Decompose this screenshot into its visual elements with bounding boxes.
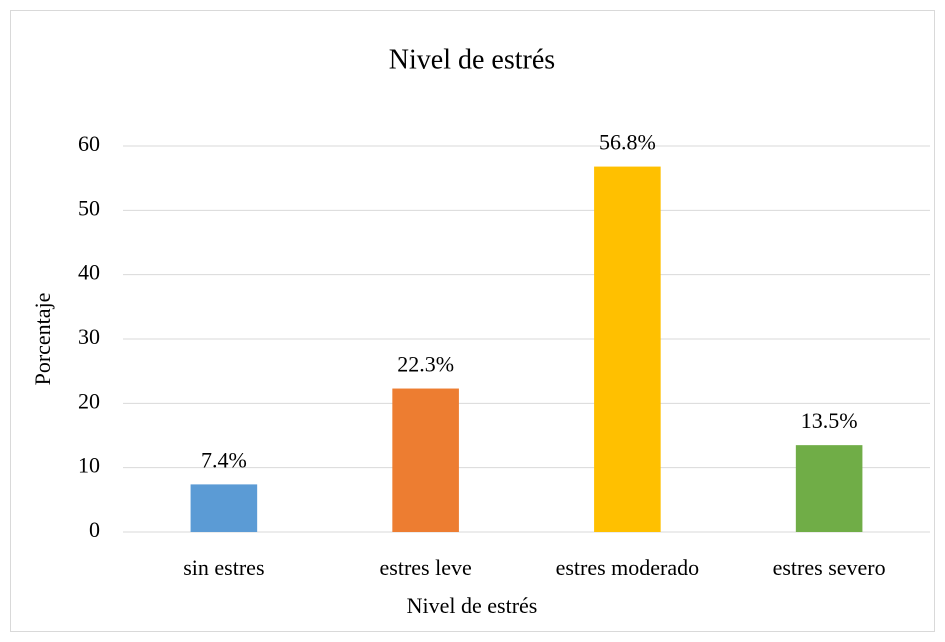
y-tick-label: 10 <box>78 453 100 478</box>
chart-title: Nivel de estrés <box>389 44 555 75</box>
y-tick-label: 60 <box>78 131 100 156</box>
y-tick-label: 20 <box>78 388 100 413</box>
bar <box>795 445 863 532</box>
y-tick-label: 50 <box>78 195 100 220</box>
chart-frame <box>10 10 935 632</box>
x-tick-label: estres severo <box>773 555 886 580</box>
x-axis-label: Nivel de estrés <box>407 593 538 618</box>
y-axis-label: Porcentaje <box>30 293 55 386</box>
y-tick-label: 40 <box>78 260 100 285</box>
bar <box>594 166 661 532</box>
x-tick-label: sin estres <box>183 555 264 580</box>
bar <box>392 388 459 532</box>
y-tick-label: 30 <box>78 324 100 349</box>
x-tick-label: estres leve <box>380 555 472 580</box>
data-label: 13.5% <box>801 408 858 433</box>
data-label: 7.4% <box>201 447 247 472</box>
data-label: 56.8% <box>599 130 656 155</box>
x-tick-label: estres moderado <box>556 555 700 580</box>
bar <box>190 484 258 532</box>
y-tick-label: 0 <box>89 517 100 542</box>
data-label: 22.3% <box>397 352 454 377</box>
